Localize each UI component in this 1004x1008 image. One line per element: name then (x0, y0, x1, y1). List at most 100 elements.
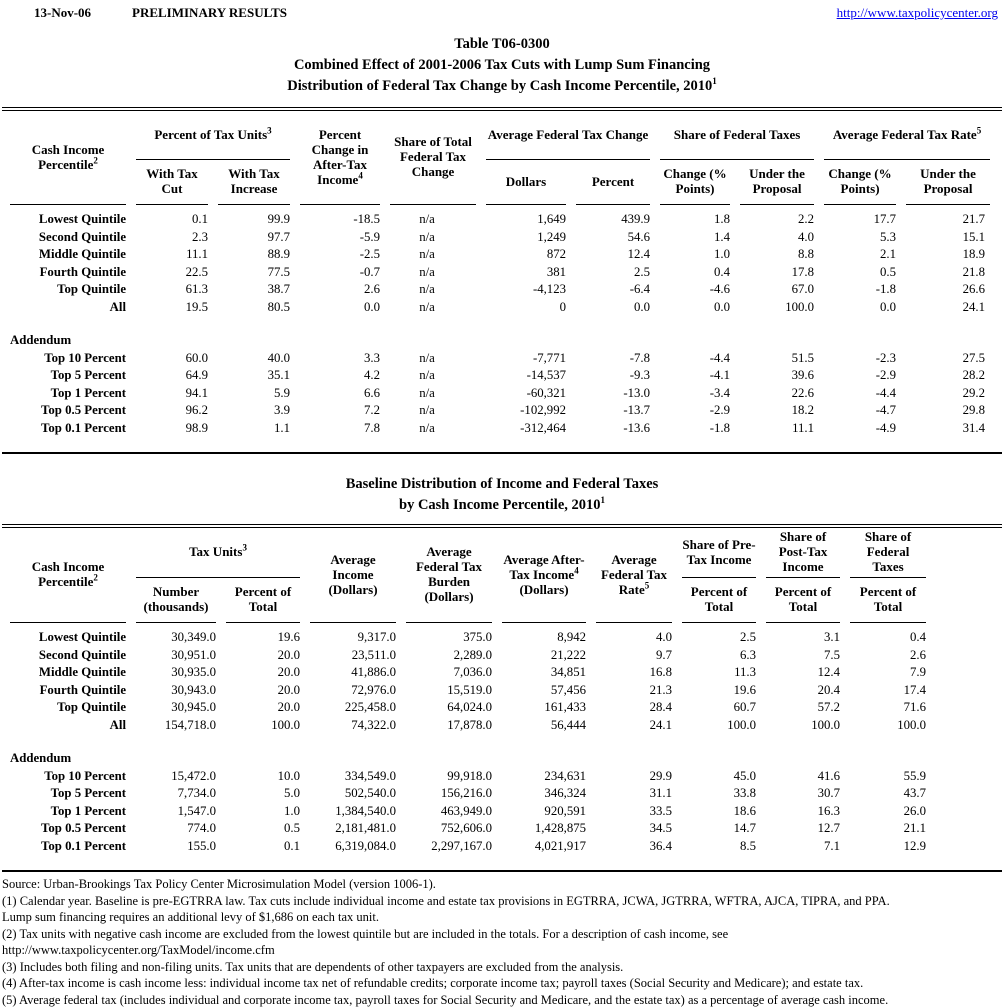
table2-title-line1: Baseline Distribution of Income and Fede… (0, 474, 1004, 495)
cell: -13.0 (576, 385, 650, 403)
cell: 3.3 (300, 350, 380, 368)
cell: 38.7 (218, 281, 290, 299)
cell: 28.2 (906, 367, 990, 385)
header-sub-row: With Tax Cut With Tax Increase Dollars P… (10, 160, 990, 205)
baseline-distribution-table: Cash Income Percentile2 Tax Units3 Avera… (0, 528, 1000, 870)
cell: 20.0 (226, 664, 300, 682)
cell: 752,606.0 (406, 820, 492, 838)
taxpolicycenter-link[interactable]: http://www.taxpolicycenter.org (837, 5, 998, 21)
cell: 155.0 (136, 838, 216, 856)
spacer-cell (10, 855, 990, 870)
cell: 2,297,167.0 (406, 838, 492, 856)
col-number-thousands: Number (thousands) (136, 578, 216, 623)
cell: 156,216.0 (406, 785, 492, 803)
cell: 1.8 (660, 211, 730, 229)
footnote-marker: 4 (574, 565, 579, 575)
filler-cell (936, 629, 990, 647)
cell: 97.7 (218, 229, 290, 247)
cell: 12.4 (766, 664, 840, 682)
cell: -4.4 (824, 385, 896, 403)
cell: 7,036.0 (406, 664, 492, 682)
cell: -1.8 (824, 281, 896, 299)
cell: 20.0 (226, 647, 300, 665)
cell: 2.2 (740, 211, 814, 229)
cell: 24.1 (596, 717, 672, 735)
cell: 41,886.0 (310, 664, 396, 682)
cell: 346,324 (502, 785, 586, 803)
cell: 56,444 (502, 717, 586, 735)
cell: -4.6 (660, 281, 730, 299)
cell: 94.1 (136, 385, 208, 403)
cell: 7.8 (300, 420, 380, 438)
col-change-points: Change (% Points) (660, 160, 730, 205)
cell: 21,222 (502, 647, 586, 665)
cell: 2.5 (576, 264, 650, 282)
row-label: Top Quintile (10, 281, 126, 299)
cell: 0.0 (300, 299, 380, 317)
row-label: Second Quintile (10, 647, 126, 665)
cell: 100.0 (682, 717, 756, 735)
cell: 2,181,481.0 (310, 820, 396, 838)
table2-bottom-rule (2, 870, 1002, 872)
cell: 8.8 (740, 246, 814, 264)
spacer-cell (10, 437, 990, 452)
cell: 22.5 (136, 264, 208, 282)
cell: 12.9 (850, 838, 926, 856)
cell: 100.0 (740, 299, 814, 317)
cell: 920,591 (502, 803, 586, 821)
col-average-federal-tax-burden: Average Federal Tax Burden (Dollars) (406, 528, 492, 623)
filler-cell (936, 838, 990, 856)
cell: 71.6 (850, 699, 926, 717)
row-label: Lowest Quintile (10, 211, 126, 229)
cell: 9,317.0 (310, 629, 396, 647)
cell: 77.5 (218, 264, 290, 282)
cell: 8.5 (682, 838, 756, 856)
cell: 0.0 (824, 299, 896, 317)
preliminary-results-label: PRELIMINARY RESULTS (132, 5, 837, 21)
col-change-points-2: Change (% Points) (824, 160, 896, 205)
cell: 375.0 (406, 629, 492, 647)
row-label: Top 1 Percent (10, 803, 126, 821)
col-average-federal-tax-rate: Average Federal Tax Rate5 (596, 528, 672, 623)
filler-cell (936, 768, 990, 786)
cell: 234,631 (502, 768, 586, 786)
col-group-average-federal-tax-rate: Average Federal Tax Rate5 (824, 111, 990, 160)
cell: 30,945.0 (136, 699, 216, 717)
cell: 18.6 (682, 803, 756, 821)
cell: 0.1 (226, 838, 300, 856)
footnote-marker: 1 (712, 76, 717, 86)
cell: 2.6 (850, 647, 926, 665)
col-percent-of-total-post: Percent of Total (766, 578, 840, 623)
col-under-proposal: Under the Proposal (740, 160, 814, 205)
cell: 15.1 (906, 229, 990, 247)
cell: 99.9 (218, 211, 290, 229)
cell: 5.9 (218, 385, 290, 403)
cell: 34.5 (596, 820, 672, 838)
cell: n/a (390, 246, 476, 264)
cell: 1,384,540.0 (310, 803, 396, 821)
cell: 30,951.0 (136, 647, 216, 665)
table1-title: Table T06-0300 Combined Effect of 2001-2… (0, 34, 1004, 97)
row-label: Top 10 Percent (10, 768, 126, 786)
footnote-marker: 5 (645, 580, 650, 590)
footnote-marker: 3 (242, 543, 247, 553)
cell: n/a (390, 350, 476, 368)
cell: -2.3 (824, 350, 896, 368)
cell: 29.9 (596, 768, 672, 786)
row-label: Fourth Quintile (10, 682, 126, 700)
cell: 334,549.0 (310, 768, 396, 786)
cell: -7.8 (576, 350, 650, 368)
cell: 98.9 (136, 420, 208, 438)
cell: 11.3 (682, 664, 756, 682)
cell: 57,456 (502, 682, 586, 700)
cell: n/a (390, 211, 476, 229)
col-percent: Percent (576, 160, 650, 205)
cell: n/a (390, 281, 476, 299)
table2-title-line2: by Cash Income Percentile, 20101 (0, 495, 1004, 516)
col-under-proposal-2: Under the Proposal (906, 160, 990, 205)
filler-cell (936, 664, 990, 682)
